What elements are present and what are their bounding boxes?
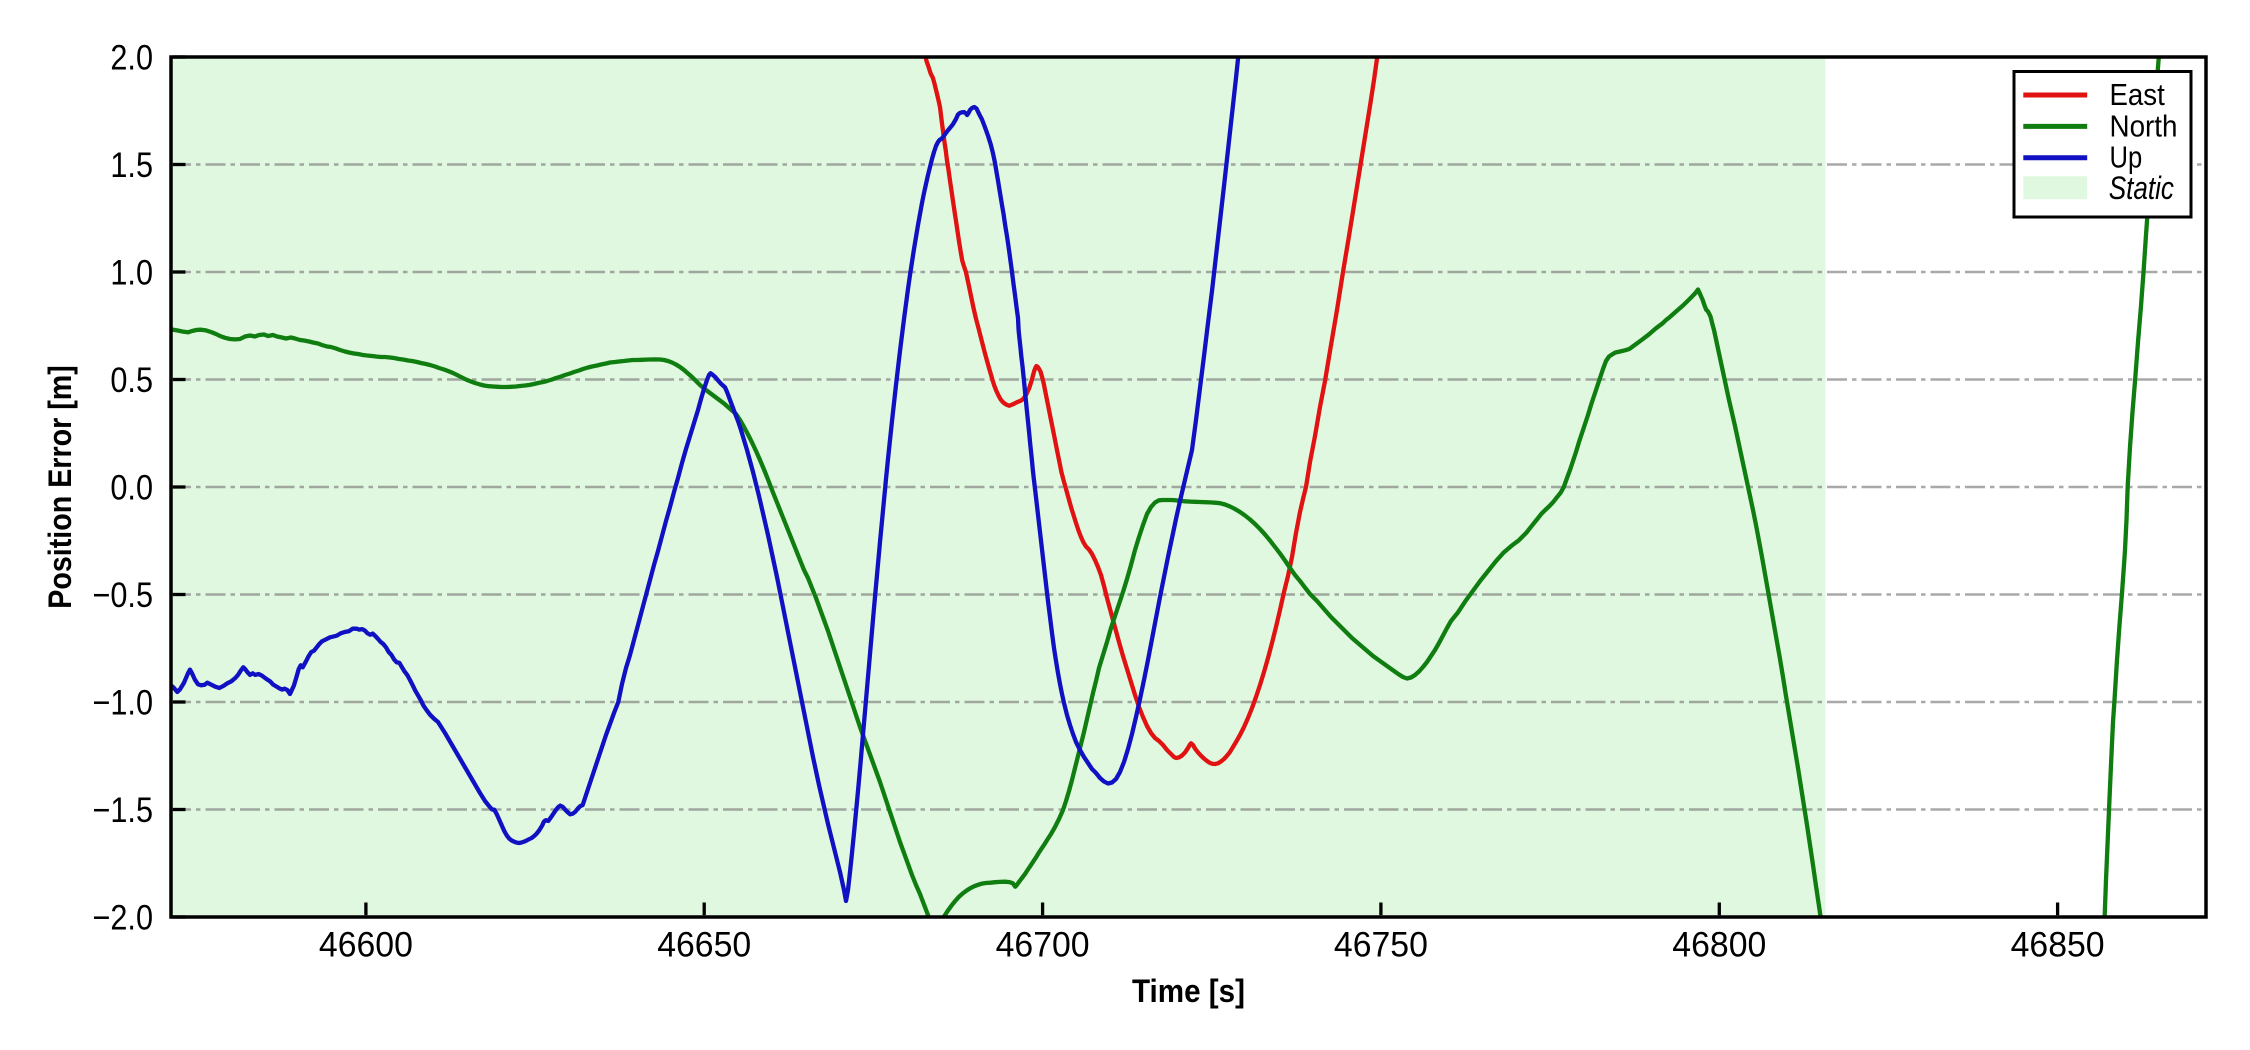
svg-text:0.0: 0.0 (110, 468, 153, 508)
svg-text:Up: Up (2110, 141, 2143, 175)
svg-text:46850: 46850 (2011, 925, 2105, 965)
svg-text:46700: 46700 (996, 925, 1090, 965)
svg-text:1.0: 1.0 (110, 253, 153, 293)
svg-text:−2.0: −2.0 (93, 898, 154, 938)
svg-text:North: North (2110, 109, 2178, 143)
svg-text:−1.0: −1.0 (93, 683, 154, 723)
svg-text:East: East (2110, 78, 2166, 112)
svg-text:46800: 46800 (1672, 925, 1766, 965)
svg-text:Position Error [m]: Position Error [m] (42, 365, 78, 609)
svg-text:−1.5: −1.5 (93, 790, 154, 830)
svg-text:1.5: 1.5 (110, 145, 153, 185)
svg-text:Static: Static (2109, 170, 2174, 206)
svg-text:46750: 46750 (1334, 925, 1428, 965)
svg-text:−0.5: −0.5 (93, 575, 154, 615)
svg-text:46600: 46600 (319, 925, 413, 965)
svg-text:Time [s]: Time [s] (1132, 973, 1245, 1009)
svg-text:46650: 46650 (657, 925, 751, 965)
svg-text:0.5: 0.5 (110, 360, 153, 400)
svg-text:2.0: 2.0 (110, 38, 153, 78)
